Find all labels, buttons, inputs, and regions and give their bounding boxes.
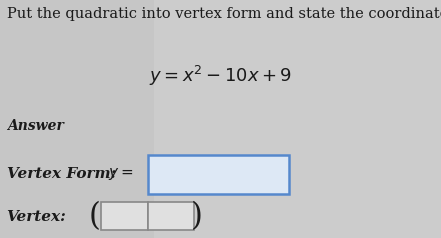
Bar	[101, 202, 148, 230]
Text: Vertex Form:: Vertex Form:	[7, 167, 121, 181]
Text: $y = x^2 - 10x + 9$: $y = x^2 - 10x + 9$	[149, 64, 292, 88]
Text: Put the quadratic into vertex form and state the coordinates of the vertex.: Put the quadratic into vertex form and s…	[7, 7, 441, 21]
Text: ): )	[191, 201, 203, 232]
Text: $y =$: $y =$	[108, 166, 134, 182]
Text: Vertex:: Vertex:	[7, 210, 66, 223]
Bar	[148, 155, 289, 194]
Text: Answer: Answer	[7, 119, 64, 133]
Bar	[148, 202, 194, 230]
Text: (: (	[89, 201, 101, 232]
Bar	[0, 0, 154, 238]
